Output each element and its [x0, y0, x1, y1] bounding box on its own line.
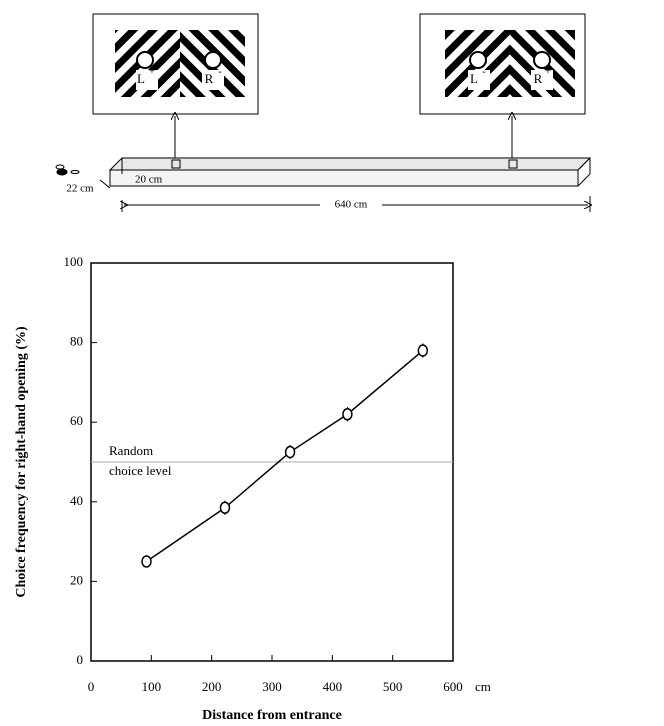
panel-frame — [419, 13, 586, 115]
tunnel-top — [108, 157, 592, 171]
label: L — [137, 71, 145, 86]
sign: + — [149, 66, 155, 78]
data-point — [417, 344, 429, 357]
opening — [469, 51, 487, 69]
data-line — [146, 349, 424, 563]
y-tick-label: 60 — [70, 413, 83, 428]
sign: - — [482, 66, 486, 78]
choice-box — [171, 159, 181, 169]
x-tick-label: 400 — [323, 679, 343, 694]
x-axis-title: Distance from entrance — [202, 708, 342, 723]
opening — [533, 51, 551, 69]
y-tick-label: 40 — [70, 493, 83, 508]
fly-small — [70, 170, 80, 174]
sign: - — [218, 66, 222, 78]
x-tick-label: 300 — [262, 679, 282, 694]
data-point — [342, 407, 353, 421]
x-tick-label: 600 — [443, 679, 463, 694]
x-tick-label: 0 — [88, 679, 95, 694]
dimension: 20 cm — [135, 174, 163, 186]
label: R — [534, 71, 543, 86]
diagram — [55, 13, 592, 212]
y-tick-label: 0 — [77, 652, 84, 667]
opening — [204, 51, 222, 69]
y-tick-label: 80 — [70, 334, 83, 349]
y-axis-title: Choice frequency for right-hand opening … — [14, 326, 29, 598]
label: L — [470, 71, 478, 86]
label: R — [205, 71, 214, 86]
opening — [136, 51, 154, 69]
data-point — [141, 555, 152, 568]
sign: + — [545, 66, 551, 78]
data-point — [219, 501, 231, 515]
reference-label: choice level — [109, 463, 172, 478]
x-unit: cm — [475, 679, 491, 694]
dimension: 640 cm — [335, 199, 368, 211]
reference-label: Random — [109, 443, 153, 458]
y-tick-label: 100 — [64, 254, 84, 269]
fly-wing — [55, 164, 65, 170]
x-tick-label: 200 — [202, 679, 222, 694]
fly — [56, 168, 68, 176]
tunnel-side — [109, 169, 579, 187]
choice-box — [508, 159, 518, 169]
data-point — [284, 445, 296, 459]
x-tick-label: 500 — [383, 679, 403, 694]
y-tick-label: 20 — [70, 572, 83, 587]
dimension: 22 cm — [66, 183, 94, 195]
x-tick-label: 100 — [142, 679, 162, 694]
